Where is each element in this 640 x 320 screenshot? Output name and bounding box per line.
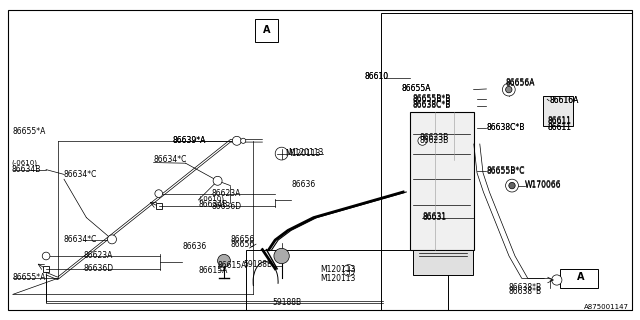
Text: 86656: 86656 <box>230 236 255 244</box>
Text: M120113: M120113 <box>285 149 320 158</box>
Text: 86615A: 86615A <box>218 261 247 270</box>
Text: 86636D: 86636D <box>83 264 113 273</box>
Text: 86638*B: 86638*B <box>509 287 542 296</box>
Text: 86655B*B: 86655B*B <box>413 94 451 103</box>
Text: 86656A: 86656A <box>506 79 535 88</box>
Circle shape <box>506 86 512 93</box>
Bar <box>413 250 473 275</box>
Text: 86638C*B: 86638C*B <box>413 101 451 110</box>
Circle shape <box>418 136 427 145</box>
Text: 86655A: 86655A <box>402 84 431 93</box>
Circle shape <box>241 138 246 143</box>
Text: A: A <box>262 25 270 36</box>
Bar <box>560 269 598 288</box>
Text: 86615A: 86615A <box>198 266 228 275</box>
Text: 86610: 86610 <box>365 72 389 81</box>
Text: 86655*A: 86655*A <box>13 273 46 282</box>
Text: M120113: M120113 <box>320 274 355 283</box>
Text: 86655B*C: 86655B*C <box>486 166 525 175</box>
Text: (-0610): (-0610) <box>198 195 225 202</box>
Polygon shape <box>410 112 474 250</box>
Text: 86656: 86656 <box>230 240 255 249</box>
Text: W170066: W170066 <box>525 180 561 189</box>
Bar <box>246 250 448 310</box>
Circle shape <box>552 275 562 285</box>
Text: 86616A: 86616A <box>549 96 579 105</box>
Bar <box>255 19 278 42</box>
Circle shape <box>155 190 163 197</box>
Text: 86656A: 86656A <box>506 78 535 87</box>
Circle shape <box>502 83 515 96</box>
Text: 86636: 86636 <box>182 242 207 251</box>
FancyBboxPatch shape <box>156 204 162 209</box>
Text: (-0610): (-0610) <box>12 160 38 166</box>
Text: 86639*A: 86639*A <box>173 136 206 145</box>
Bar <box>543 96 573 126</box>
Circle shape <box>509 182 515 189</box>
Text: M120113: M120113 <box>288 148 323 157</box>
Text: 86623A: 86623A <box>83 252 113 260</box>
Text: 86631: 86631 <box>422 213 447 222</box>
Text: 86634B: 86634B <box>12 165 41 174</box>
Text: 86611: 86611 <box>547 116 572 125</box>
Text: 86623B: 86623B <box>419 133 449 142</box>
Circle shape <box>218 254 230 267</box>
Text: 86611: 86611 <box>547 124 572 132</box>
Text: A875001147: A875001147 <box>584 304 628 310</box>
Text: 86611: 86611 <box>547 123 572 132</box>
Text: 86634*C: 86634*C <box>64 170 97 179</box>
Circle shape <box>42 252 50 260</box>
Text: 86638C*B: 86638C*B <box>413 100 451 109</box>
Text: 86631: 86631 <box>422 212 447 221</box>
Circle shape <box>232 136 241 145</box>
Text: 86639*A: 86639*A <box>173 136 206 145</box>
Text: A: A <box>577 272 584 282</box>
Text: 86636D: 86636D <box>211 202 241 211</box>
Text: 86655B*C: 86655B*C <box>486 167 525 176</box>
Circle shape <box>213 176 222 185</box>
Text: W170066: W170066 <box>525 181 561 190</box>
Text: 86655A: 86655A <box>402 84 431 93</box>
Text: 86611: 86611 <box>547 117 572 126</box>
Text: 86610: 86610 <box>365 72 389 81</box>
Text: 86623B: 86623B <box>419 136 449 145</box>
Text: 59188B: 59188B <box>272 298 301 307</box>
Text: 86616A: 86616A <box>549 96 579 105</box>
Circle shape <box>506 179 518 192</box>
Text: 86638C*B: 86638C*B <box>486 124 525 132</box>
Text: 86655B*B: 86655B*B <box>413 95 451 104</box>
Text: 86638*B: 86638*B <box>509 283 542 292</box>
Bar <box>381 13 632 310</box>
Text: 86634*C: 86634*C <box>154 156 187 164</box>
Text: 86638C*B: 86638C*B <box>486 123 525 132</box>
Text: 86636: 86636 <box>291 180 316 189</box>
Text: M120113: M120113 <box>320 265 355 274</box>
Circle shape <box>274 248 289 264</box>
Text: 86634*C: 86634*C <box>64 235 97 244</box>
Text: 86623A: 86623A <box>211 189 241 198</box>
Circle shape <box>108 235 116 244</box>
Text: 86634B: 86634B <box>198 200 228 209</box>
Text: 86655*A: 86655*A <box>13 127 46 136</box>
FancyBboxPatch shape <box>43 266 49 272</box>
Text: 59188B: 59188B <box>243 260 272 269</box>
